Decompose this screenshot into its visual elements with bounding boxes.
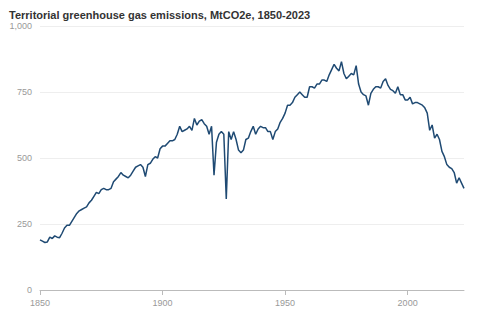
svg-text:2000: 2000 — [398, 298, 418, 308]
svg-text:1850: 1850 — [30, 298, 50, 308]
svg-text:500: 500 — [17, 153, 32, 163]
svg-text:1900: 1900 — [153, 298, 173, 308]
svg-text:1,000: 1,000 — [9, 21, 32, 31]
svg-text:750: 750 — [17, 87, 32, 97]
svg-text:0: 0 — [27, 285, 32, 295]
svg-text:1950: 1950 — [275, 298, 295, 308]
svg-text:Territorial greenhouse gas emi: Territorial greenhouse gas emissions, Mt… — [9, 9, 310, 21]
svg-text:250: 250 — [17, 219, 32, 229]
